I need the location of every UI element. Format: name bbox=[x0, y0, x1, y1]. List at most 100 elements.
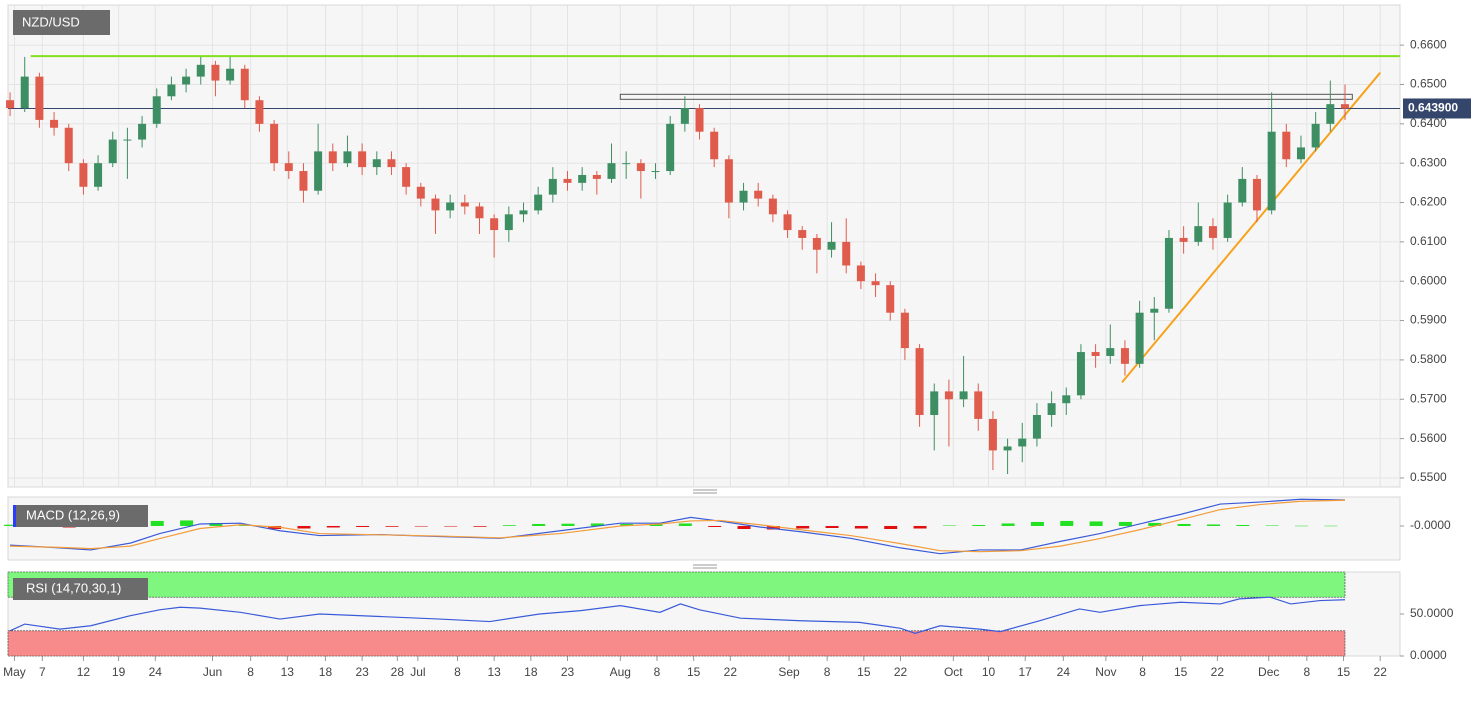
candle-body bbox=[519, 210, 528, 215]
macd-histogram-bar bbox=[854, 525, 868, 529]
macd-histogram-bar bbox=[385, 525, 399, 527]
x-tick-label: 8 bbox=[1139, 665, 1146, 679]
candle-body bbox=[343, 151, 352, 164]
x-tick-label: Jul bbox=[410, 665, 425, 679]
y-tick-label: 0.0000 bbox=[1410, 648, 1447, 662]
macd-histogram-bar bbox=[1148, 522, 1162, 526]
candle-body bbox=[1120, 348, 1129, 364]
macd-histogram-bar bbox=[796, 525, 810, 529]
candle-body bbox=[314, 151, 323, 191]
x-tick-label: 22 bbox=[1374, 665, 1388, 679]
macd-histogram-bar bbox=[414, 525, 428, 527]
x-tick-label: 15 bbox=[1337, 665, 1351, 679]
candle-body bbox=[1076, 352, 1085, 396]
candle-body bbox=[211, 64, 220, 81]
rsi-band bbox=[7, 571, 1346, 598]
y-tick-label: 0.5800 bbox=[1410, 352, 1447, 366]
macd-histogram-bar bbox=[1118, 521, 1132, 526]
candle-body bbox=[1150, 308, 1159, 313]
candle-body bbox=[534, 194, 543, 211]
x-tick-label: 22 bbox=[724, 665, 738, 679]
candle-body bbox=[900, 312, 909, 349]
candle-body bbox=[754, 190, 763, 199]
x-tick-label: 15 bbox=[687, 665, 701, 679]
candle-body bbox=[1282, 131, 1291, 160]
y-tick-label: -0.0000 bbox=[1410, 518, 1451, 532]
candle-body bbox=[592, 174, 601, 179]
macd-histogram-bar bbox=[708, 525, 722, 527]
candle-body bbox=[871, 281, 880, 286]
rsi-line bbox=[9, 596, 1346, 634]
candle-body bbox=[1135, 312, 1144, 364]
candle-body bbox=[783, 214, 792, 231]
macd-histogram-bar bbox=[356, 525, 370, 527]
x-tick-label: Dec bbox=[1258, 665, 1279, 679]
candle-body bbox=[724, 159, 733, 203]
macd-histogram-bar bbox=[620, 523, 634, 526]
candle-body bbox=[812, 237, 821, 250]
macd-histogram-bar bbox=[913, 525, 927, 529]
x-tick-label: Nov bbox=[1095, 665, 1116, 679]
x-tick-label: Sep bbox=[778, 665, 800, 679]
candle-body bbox=[358, 151, 367, 168]
x-tick-label: 15 bbox=[857, 665, 871, 679]
resize-handle[interactable] bbox=[693, 489, 717, 494]
candle-body bbox=[651, 171, 660, 173]
macd-histogram-bar bbox=[532, 523, 546, 526]
candle-body bbox=[1252, 178, 1261, 211]
candle-body bbox=[1047, 403, 1056, 415]
title-box bbox=[13, 505, 148, 527]
candle-body bbox=[1018, 438, 1027, 447]
candle-body bbox=[578, 174, 587, 183]
resistance-zone bbox=[619, 93, 1353, 100]
candle-body bbox=[827, 241, 836, 250]
candle-body bbox=[1091, 352, 1100, 356]
candle-body bbox=[548, 178, 557, 195]
candle-body bbox=[460, 202, 469, 207]
macd-histogram-bar bbox=[649, 524, 663, 526]
x-tick-label: 8 bbox=[1304, 665, 1311, 679]
title-box bbox=[13, 578, 148, 600]
macd-histogram-bar bbox=[942, 525, 956, 526]
y-tick-label: 0.5500 bbox=[1410, 470, 1447, 484]
candle-body bbox=[50, 119, 59, 128]
chart-title: NZD/USD bbox=[22, 14, 80, 29]
candle-body bbox=[240, 68, 249, 101]
macd-histogram-bar bbox=[1324, 525, 1338, 527]
candle-body bbox=[372, 159, 381, 168]
candle-body bbox=[35, 76, 44, 120]
macd-histogram-bar bbox=[1060, 520, 1074, 526]
macd-line bbox=[10, 498, 1346, 555]
macd-histogram-bar bbox=[4, 524, 18, 526]
rsi-band bbox=[7, 630, 1346, 657]
macd-histogram-bar bbox=[326, 525, 340, 528]
candle-body bbox=[768, 198, 777, 215]
candle-body bbox=[1223, 202, 1232, 238]
candle-body bbox=[416, 186, 425, 199]
macd-histogram-bar bbox=[473, 525, 487, 527]
candle-body bbox=[959, 391, 968, 400]
candle-body bbox=[20, 76, 29, 109]
macd-histogram-bar bbox=[180, 520, 194, 526]
y-tick-label: 0.6000 bbox=[1410, 273, 1447, 287]
candle-body bbox=[666, 123, 675, 172]
x-tick-label: 13 bbox=[281, 665, 295, 679]
candle-body bbox=[563, 178, 572, 183]
y-tick-label: 0.6300 bbox=[1410, 155, 1447, 169]
x-tick-label: 13 bbox=[487, 665, 501, 679]
macd-histogram-bar bbox=[737, 525, 751, 530]
price-label-box bbox=[1403, 98, 1471, 119]
macd-histogram-bar bbox=[1089, 521, 1103, 526]
x-tick-label: Oct bbox=[944, 665, 963, 679]
x-tick-label: 18 bbox=[524, 665, 538, 679]
candle-body bbox=[270, 123, 279, 164]
candle-body bbox=[1267, 131, 1276, 211]
resize-handle[interactable] bbox=[693, 564, 717, 569]
macd-histogram-bar bbox=[590, 523, 604, 526]
candle-body bbox=[1032, 414, 1041, 439]
candle-body bbox=[607, 163, 616, 179]
candle-body bbox=[1238, 178, 1247, 203]
macd-histogram-bar bbox=[1001, 523, 1015, 526]
candle-body bbox=[182, 76, 191, 85]
macd-histogram-bar bbox=[766, 525, 780, 530]
